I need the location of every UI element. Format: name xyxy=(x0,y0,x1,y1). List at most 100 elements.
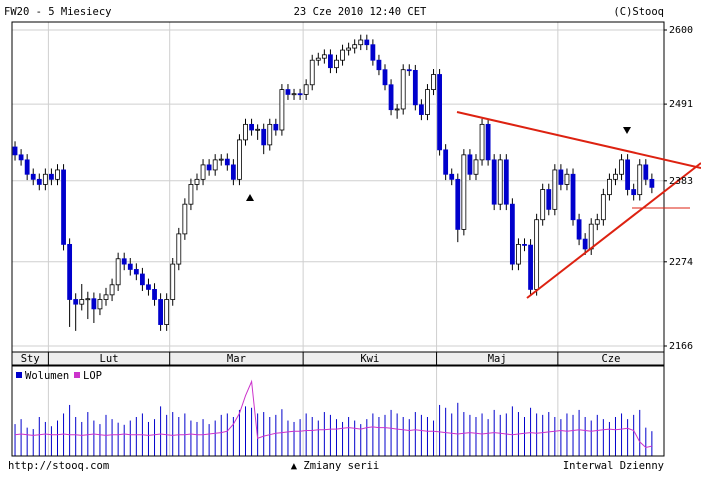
candle-body xyxy=(443,149,449,175)
candle-body xyxy=(164,299,170,325)
candle-body xyxy=(303,84,309,95)
candle-body xyxy=(200,164,206,180)
candle-body xyxy=(170,263,176,300)
candle-body xyxy=(382,69,388,86)
candle-body xyxy=(528,244,533,290)
candle-body xyxy=(425,89,430,115)
candle-body xyxy=(182,203,188,235)
candle-body xyxy=(121,258,127,265)
month-label: Sty xyxy=(21,353,40,365)
candle-body xyxy=(194,178,200,185)
candle-body xyxy=(103,294,109,300)
candle-body xyxy=(467,154,473,175)
candle-body xyxy=(67,243,73,300)
candle-body xyxy=(534,219,540,290)
candle-body xyxy=(558,169,564,185)
month-label: Lut xyxy=(100,353,119,365)
candle-body xyxy=(206,164,212,171)
candle-body xyxy=(279,89,285,131)
candle-body xyxy=(358,39,364,46)
month-label: Maj xyxy=(488,353,507,365)
candle-body xyxy=(431,74,436,90)
candle-body xyxy=(273,123,279,131)
candle-body xyxy=(346,47,352,51)
candle-body xyxy=(540,189,546,221)
candle-body xyxy=(643,164,649,180)
month-strip xyxy=(11,351,665,366)
candle-body xyxy=(152,289,157,300)
candle-body xyxy=(594,219,600,225)
source: (C)Stooq xyxy=(613,6,664,18)
candle-body xyxy=(637,164,643,196)
candle-body xyxy=(79,299,85,305)
legend-swatch xyxy=(16,372,22,378)
candle-body xyxy=(285,89,291,95)
candle-body xyxy=(249,123,254,131)
candle-body xyxy=(97,299,103,310)
candle-body xyxy=(600,194,606,221)
candle-body xyxy=(437,74,442,151)
y-tick-label: 2491 xyxy=(669,99,693,110)
candle-body xyxy=(328,54,333,69)
footer-note: ▲ Zmiany serii xyxy=(291,460,380,472)
up-marker xyxy=(246,194,254,201)
candle-body xyxy=(297,93,303,96)
candle-body xyxy=(109,284,115,296)
candle-body xyxy=(85,298,91,301)
candle-body xyxy=(321,54,327,59)
candle-body xyxy=(255,128,261,131)
candle-body xyxy=(36,178,42,185)
candle-body xyxy=(212,159,218,171)
candle-body xyxy=(552,169,558,210)
chart-title: FW20 - 5 Miesiecy xyxy=(4,6,111,18)
candle-body xyxy=(139,273,145,286)
candle-body xyxy=(42,173,48,185)
grid xyxy=(12,22,667,456)
candle-body xyxy=(315,57,321,61)
candle-body xyxy=(516,243,521,265)
candle-body xyxy=(570,173,576,221)
candle-body xyxy=(55,169,60,180)
candle-body xyxy=(455,178,461,230)
candle-body xyxy=(49,173,54,180)
candle-body xyxy=(188,184,194,205)
candle-body xyxy=(334,59,339,69)
y-tick-label: 2274 xyxy=(669,257,693,268)
candle-body xyxy=(176,233,182,265)
y-tick-label: 2166 xyxy=(669,341,693,352)
candle-body xyxy=(352,44,358,49)
candle-body xyxy=(625,159,631,190)
candle-body xyxy=(607,178,612,196)
candle-body xyxy=(522,243,527,246)
timestamp: 23 Cze 2010 12:40 CET xyxy=(294,6,427,18)
candle-body xyxy=(146,284,151,290)
candle-body xyxy=(261,128,267,146)
candle-body xyxy=(619,159,624,175)
candle-body xyxy=(73,299,79,305)
footer-url: http://stooq.com xyxy=(8,460,109,472)
candle-body xyxy=(18,154,24,161)
candle-body xyxy=(479,123,485,161)
candle-body xyxy=(30,173,36,180)
candle-body xyxy=(370,44,376,61)
candle-body xyxy=(340,49,345,61)
candle-body xyxy=(237,139,242,180)
candle-body xyxy=(497,159,503,205)
candle-body xyxy=(291,93,297,96)
candle-body xyxy=(631,189,637,196)
candle-body xyxy=(509,203,515,265)
candle-body xyxy=(473,159,479,175)
candle-body xyxy=(115,258,121,286)
month-label: Cze xyxy=(601,353,620,365)
candle-body xyxy=(576,219,582,240)
candle-body xyxy=(449,173,455,180)
candle-body xyxy=(224,158,230,166)
legend-label: Wolumen xyxy=(25,370,69,382)
candle-body xyxy=(649,178,655,188)
trend-line xyxy=(456,111,701,169)
footer-interval: Interwal Dzienny xyxy=(563,460,664,472)
candle-body xyxy=(546,189,552,210)
down-marker xyxy=(623,127,631,134)
candle-body xyxy=(91,298,97,310)
candle-body xyxy=(12,146,18,156)
